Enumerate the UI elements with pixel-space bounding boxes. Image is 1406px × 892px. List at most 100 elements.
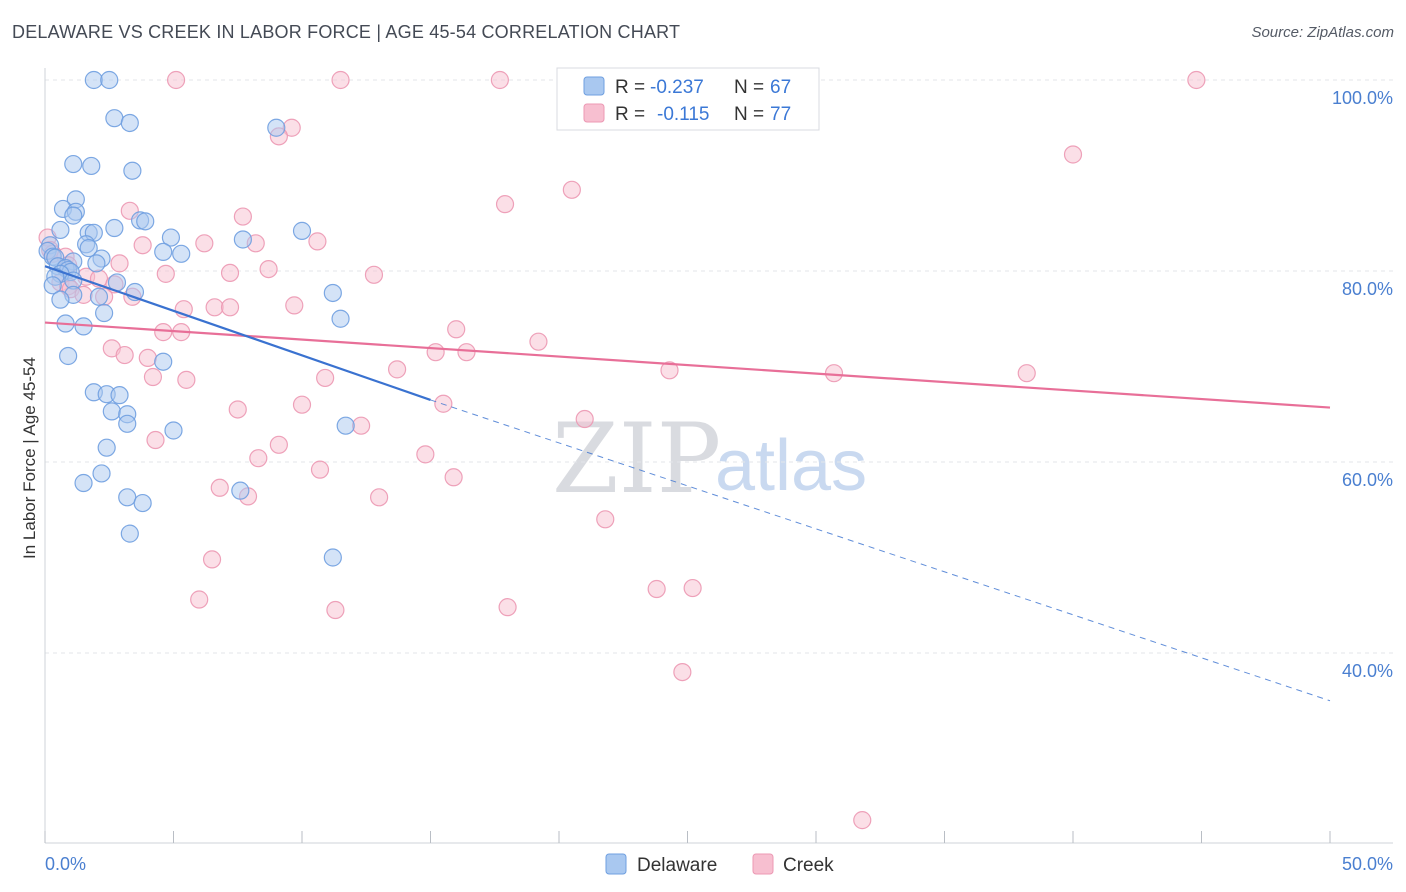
creek-point (331, 70, 350, 90)
creek-point (146, 430, 165, 450)
creek-point (308, 232, 327, 251)
bottom-legend-delaware-swatch (605, 853, 627, 875)
delaware-point (267, 118, 286, 137)
x-tick-label-max: 50.0% (1342, 854, 1393, 874)
delaware-point (102, 402, 121, 421)
creek-point (205, 298, 224, 317)
delaware-point (100, 70, 119, 90)
watermark-atlas: atlas (715, 426, 867, 506)
creek-point (259, 259, 278, 279)
bottom-legend-creek-swatch (752, 853, 774, 875)
creek-point (490, 70, 509, 90)
creek-point (1017, 364, 1036, 383)
creek-point (447, 320, 466, 339)
creek-point (596, 510, 615, 529)
creek-point (292, 395, 312, 414)
legend-creek-n-value: 77 (770, 104, 791, 125)
source-label: Source: ZipAtlas.com (1251, 24, 1394, 41)
delaware-point (110, 386, 129, 405)
legend-delaware-r-label: R = (615, 77, 645, 98)
creek-point (673, 662, 692, 682)
creek-point (249, 449, 268, 468)
creek-point (154, 323, 173, 342)
creek-point (444, 468, 463, 487)
creek-point (210, 478, 229, 497)
delaware-point (120, 113, 139, 133)
creek-point (156, 264, 175, 283)
y-tick-label: 40.0% (1342, 661, 1393, 681)
creek-point (316, 368, 335, 388)
creek-point (370, 488, 389, 507)
delaware-point (64, 206, 83, 225)
delaware-point (43, 276, 62, 295)
creek-point (326, 600, 345, 620)
creek-point (220, 298, 240, 317)
delaware-point (133, 493, 152, 513)
delaware-point (154, 242, 173, 261)
creek-point (575, 409, 594, 429)
creek-point (1187, 70, 1206, 90)
delaware-trend-extension (430, 399, 1331, 702)
creek-point (190, 590, 209, 609)
creek-point (166, 70, 186, 90)
delaware-point (336, 416, 355, 435)
y-axis-label: In Labor Force | Age 45-54 (20, 357, 39, 559)
delaware-point (84, 70, 103, 90)
creek-point (138, 348, 157, 368)
legend-creek-r-value: -0.115 (657, 104, 709, 125)
creek-point (683, 578, 702, 598)
legend-delaware-n-label: N = (734, 77, 764, 98)
creek-point (177, 370, 196, 389)
delaware-point (292, 221, 312, 240)
delaware-point (105, 218, 124, 238)
creek-point (220, 263, 240, 283)
creek-point (202, 550, 222, 569)
legend-creek-r-label: R = (615, 104, 645, 125)
creek-trend-line (44, 321, 1331, 409)
creek-point (233, 207, 252, 226)
delaware-point (95, 303, 114, 323)
creek-point (195, 234, 214, 253)
y-tick-label: 80.0% (1342, 279, 1393, 299)
delaware-point (233, 230, 252, 249)
y-tick-labels: 40.0% 60.0% 80.0% 100.0% (1332, 88, 1393, 681)
delaware-point (105, 109, 124, 128)
legend-delaware-swatch (583, 76, 605, 96)
delaware-point (123, 161, 142, 180)
delaware-point (231, 481, 250, 500)
delaware-point (82, 156, 101, 176)
legend-creek-n-label: N = (734, 104, 764, 125)
creek-point (495, 195, 515, 214)
delaware-point (161, 228, 181, 247)
creek-point (285, 296, 304, 315)
creek-point (269, 435, 288, 454)
chart-title: DELAWARE VS CREEK IN LABOR FORCE | AGE 4… (12, 22, 681, 42)
creek-point (133, 236, 152, 255)
creek-point (824, 364, 844, 383)
creek-point (387, 360, 407, 379)
bottom-legend-delaware-label: Delaware (637, 855, 717, 876)
delaware-point (323, 283, 342, 303)
creek-point (498, 598, 517, 617)
delaware-point (74, 473, 93, 493)
legend-delaware-n-value: 67 (770, 77, 791, 98)
delaware-point (92, 464, 111, 483)
legend-delaware-r-value: -0.237 (650, 77, 704, 98)
creek-point (426, 343, 445, 362)
delaware-point (87, 254, 106, 273)
delaware-trend-line (44, 265, 431, 401)
creek-point (853, 811, 872, 830)
creek-point (364, 265, 384, 284)
delaware-point (97, 438, 116, 457)
creek-point (310, 460, 330, 479)
series-legend: Delaware Creek (605, 853, 834, 876)
y-tick-label: 60.0% (1342, 470, 1393, 490)
creek-point (1063, 145, 1083, 164)
creek-point (529, 332, 548, 351)
delaware-point (64, 154, 83, 174)
correlation-legend: R = -0.237 N = 67 R = -0.115 N = 77 (556, 67, 820, 131)
y-tick-label: 100.0% (1332, 88, 1393, 108)
delaware-point (120, 524, 139, 543)
bottom-legend-creek-label: Creek (783, 855, 834, 876)
delaware-point (59, 346, 78, 366)
